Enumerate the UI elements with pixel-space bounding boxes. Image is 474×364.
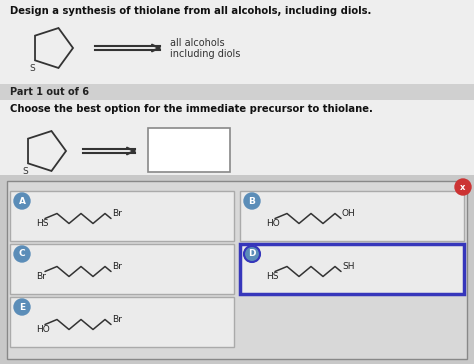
- Circle shape: [14, 246, 30, 262]
- FancyBboxPatch shape: [0, 0, 474, 175]
- FancyBboxPatch shape: [10, 244, 234, 294]
- Text: Br: Br: [112, 315, 122, 324]
- Text: S: S: [22, 167, 28, 176]
- Circle shape: [244, 246, 260, 262]
- FancyBboxPatch shape: [240, 244, 464, 294]
- Circle shape: [455, 179, 471, 195]
- Text: Br: Br: [112, 262, 122, 271]
- Text: HS: HS: [36, 219, 48, 228]
- Text: S: S: [29, 64, 35, 73]
- Text: A: A: [18, 197, 26, 206]
- Text: HO: HO: [266, 219, 280, 228]
- Text: E: E: [19, 302, 25, 312]
- Text: Br: Br: [112, 209, 122, 218]
- FancyBboxPatch shape: [10, 191, 234, 241]
- Text: HS: HS: [266, 272, 279, 281]
- FancyBboxPatch shape: [240, 191, 464, 241]
- Text: OH: OH: [342, 209, 356, 218]
- FancyBboxPatch shape: [10, 297, 234, 347]
- Text: Design a synthesis of thiolane from all alcohols, including diols.: Design a synthesis of thiolane from all …: [10, 6, 371, 16]
- Text: D: D: [248, 249, 256, 258]
- Text: Part 1 out of 6: Part 1 out of 6: [10, 87, 89, 97]
- Text: HO: HO: [36, 325, 50, 334]
- Text: including diols: including diols: [170, 49, 240, 59]
- Circle shape: [244, 193, 260, 209]
- Text: Choose the best option for the immediate precursor to thiolane.: Choose the best option for the immediate…: [10, 104, 373, 114]
- Text: B: B: [248, 197, 255, 206]
- FancyBboxPatch shape: [7, 181, 467, 359]
- Text: x: x: [460, 182, 465, 191]
- Text: Br: Br: [36, 272, 46, 281]
- Circle shape: [14, 299, 30, 315]
- FancyBboxPatch shape: [148, 128, 230, 172]
- Text: all alcohols: all alcohols: [170, 38, 225, 48]
- Text: SH: SH: [342, 262, 355, 271]
- Text: C: C: [18, 249, 25, 258]
- FancyBboxPatch shape: [0, 84, 474, 100]
- Circle shape: [14, 193, 30, 209]
